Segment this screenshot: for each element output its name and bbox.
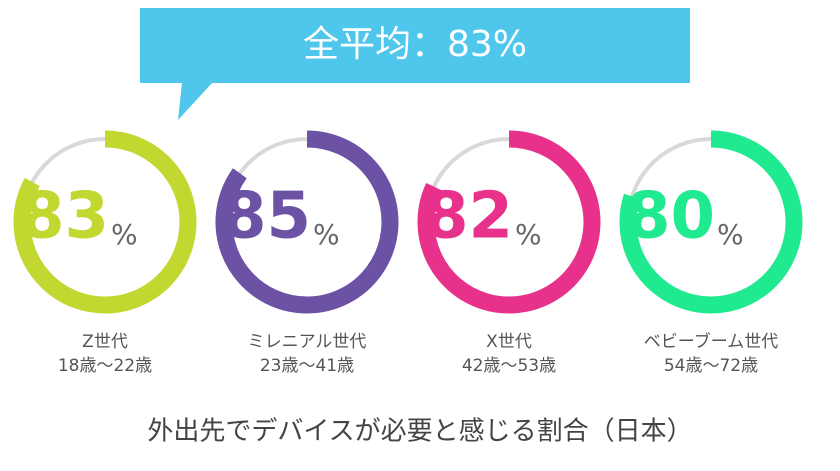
banner — [140, 8, 690, 120]
unit-label: % — [111, 218, 138, 251]
unit-label: % — [717, 218, 744, 251]
age-range-label: 42歳～53歳 — [462, 356, 556, 376]
category-label: X世代 — [486, 332, 532, 352]
value-label: 85 — [222, 180, 311, 254]
value-label: 82 — [424, 180, 513, 254]
category-label: Z世代 — [82, 332, 128, 352]
value-label: 80 — [626, 180, 715, 254]
gauge-arc — [13, 130, 197, 314]
unit-label: % — [313, 218, 340, 251]
gauge-arc — [619, 130, 803, 314]
chart-title: 外出先でデバイスが必要と感じる割合（日本） — [147, 417, 692, 447]
value-label: 83 — [20, 180, 109, 254]
category-label: ミレニアル世代 — [248, 332, 367, 352]
age-range-label: 18歳～22歳 — [58, 356, 152, 376]
gauge-arc — [215, 130, 399, 314]
age-range-label: 54歳～72歳 — [664, 356, 758, 376]
banner-text: 全平均：83% — [303, 24, 527, 65]
gauge-arc — [417, 130, 601, 314]
unit-label: % — [515, 218, 542, 251]
age-range-label: 23歳～41歳 — [260, 356, 354, 376]
category-label: ベビーブーム世代 — [644, 331, 778, 352]
